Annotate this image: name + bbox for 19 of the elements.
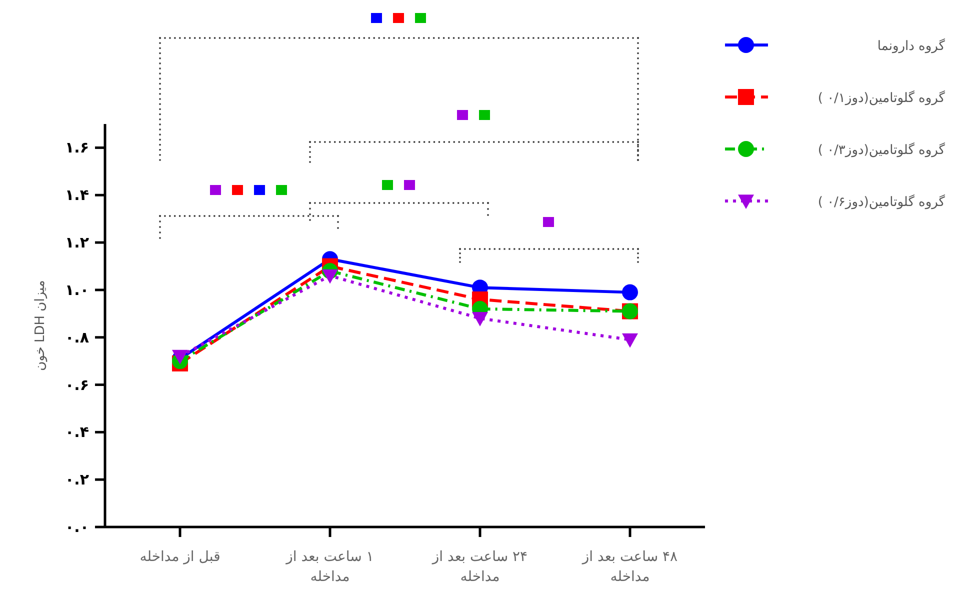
point	[622, 333, 638, 348]
y-tick-label: ۰.۲	[64, 470, 89, 489]
x-tick-label: ۱ ساعت بعد از مداخله	[285, 549, 374, 585]
x-tick-label: قبل از مداخله	[140, 549, 220, 565]
y-tick-label: ۱.۶	[64, 138, 89, 157]
y-tick-label: ۱.۰	[64, 280, 89, 299]
y-tick-label: ۰.۴	[64, 423, 89, 442]
y-tick-label: ۰.۶	[64, 376, 89, 394]
point	[322, 269, 338, 284]
point	[472, 312, 488, 326]
point	[172, 350, 188, 364]
x-tick-label: ۴۸ ساعت بعد از مداخله	[581, 549, 678, 585]
y-tick-label: ۱.۲	[64, 234, 89, 252]
point	[622, 284, 638, 300]
y-axis-title: میزان LDH خون	[33, 280, 48, 371]
y-tick-label: ۰.۰	[64, 518, 89, 536]
y-tick-label: ۰.۸	[64, 328, 89, 346]
x-tick-label: ۲۴ ساعت بعد از مداخله	[431, 549, 528, 585]
y-tick-label: ۱.۴	[64, 186, 89, 204]
